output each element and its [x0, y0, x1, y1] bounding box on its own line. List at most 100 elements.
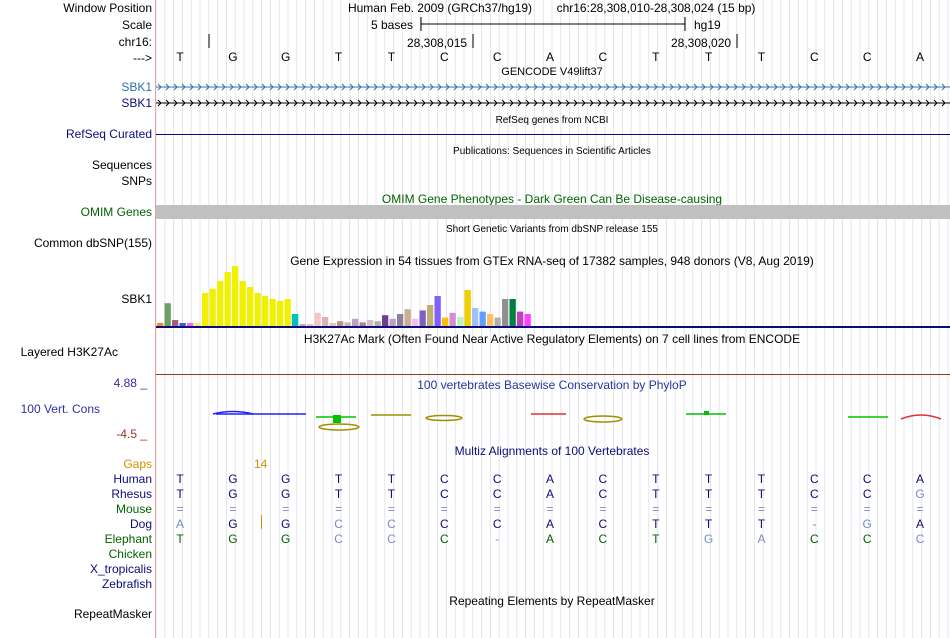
gtex-bar — [239, 281, 246, 326]
strand-arrow — [277, 83, 282, 91]
label-dbsnp[interactable]: Common dbSNP(155) — [33, 236, 152, 250]
track-title-gencode: GENCODE V49lift37 — [501, 66, 603, 78]
strand-arrow — [533, 99, 538, 107]
gencode-transcripts[interactable] — [156, 80, 950, 110]
strand-arrow — [333, 99, 338, 107]
strand-arrow — [197, 99, 202, 107]
strand-arrow — [877, 99, 882, 107]
gtex-bar — [494, 317, 501, 326]
strand-arrow — [213, 99, 218, 107]
strand-arrow — [501, 99, 506, 107]
strand-arrow — [661, 83, 666, 91]
alignment-base: T — [176, 532, 184, 546]
alignment-base: T — [757, 517, 766, 531]
alignment-base: C — [809, 487, 819, 501]
strand-arrow — [837, 99, 842, 107]
strand-arrow — [493, 83, 498, 91]
track-title-dbsnp: Short Genetic Variants from dbSNP releas… — [446, 224, 658, 235]
gtex-bar — [352, 318, 359, 326]
label-repeatmasker[interactable]: RepeatMasker — [73, 607, 152, 621]
species-label[interactable]: Human — [113, 472, 152, 486]
strand-arrow — [565, 99, 570, 107]
strand-arrow — [205, 99, 210, 107]
species-label[interactable]: Mouse — [115, 502, 152, 516]
track-title-refseq: RefSeq genes from NCBI — [495, 115, 609, 126]
label-omim[interactable]: OMIM Genes — [80, 205, 152, 219]
strand-arrow — [821, 83, 826, 91]
omim-bar[interactable] — [156, 205, 950, 219]
strand-arrow — [757, 99, 762, 107]
strand-arrow — [581, 83, 586, 91]
label-snps[interactable]: SNPs — [121, 174, 152, 188]
gtex-bar — [179, 323, 186, 326]
label-sbk1-gencode-1[interactable]: SBK1 — [121, 80, 152, 94]
alignment-base: A — [546, 472, 555, 486]
label-phylop-max: 4.88 _ — [113, 376, 147, 390]
strand-arrow — [605, 99, 610, 107]
species-label[interactable]: Chicken — [108, 547, 152, 561]
strand-arrow — [477, 99, 482, 107]
strand-arrow — [741, 83, 746, 91]
label-gaps: Gaps — [123, 457, 152, 471]
label-h3k27ac[interactable]: Layered H3K27Ac — [20, 345, 118, 359]
h3k27ac-baseline — [156, 374, 950, 375]
alignment-base: C — [598, 487, 608, 501]
phylop-chart[interactable] — [156, 405, 950, 435]
ref-base: G — [228, 50, 238, 64]
strand-arrow — [413, 99, 418, 107]
gtex-bar — [292, 314, 299, 326]
alignment-base: G — [228, 487, 238, 501]
gtex-bar — [457, 317, 464, 326]
gtex-bar — [322, 317, 329, 326]
alignment-base: C — [862, 487, 872, 501]
strand-arrow — [917, 99, 922, 107]
ref-base: A — [916, 50, 925, 64]
label-sequences[interactable]: Sequences — [91, 158, 152, 172]
strand-arrow — [845, 83, 850, 91]
gtex-bar — [427, 305, 434, 326]
alignment-base: C — [809, 472, 819, 486]
strand-arrow — [261, 99, 266, 107]
strand-arrow — [245, 83, 250, 91]
alignment-base: C — [809, 532, 819, 546]
strand-arrow — [741, 99, 746, 107]
species-label[interactable]: Elephant — [104, 532, 152, 546]
strand-arrow — [533, 83, 538, 91]
alignment-base: G — [228, 532, 238, 546]
alignment-base: G — [228, 472, 238, 486]
strand-arrow — [445, 99, 450, 107]
alignment-base: T — [704, 472, 713, 486]
strand-arrow — [765, 83, 770, 91]
track-title-publications: Publications: Sequences in Scientific Ar… — [453, 146, 651, 157]
gtex-bar — [397, 314, 404, 326]
species-label[interactable]: Zebrafish — [101, 577, 152, 591]
strand-arrow — [613, 83, 618, 91]
species-label[interactable]: X_tropicalis — [89, 562, 152, 576]
alignment-base: = — [229, 502, 237, 516]
label-sbk1-gencode-2[interactable]: SBK1 — [121, 96, 152, 110]
gtex-chart[interactable] — [156, 264, 950, 330]
strand-arrow — [773, 99, 778, 107]
alignment-base: A — [546, 532, 555, 546]
strand-arrow — [629, 99, 634, 107]
alignment-base: C — [598, 472, 608, 486]
strand-arrow — [293, 99, 298, 107]
strand-arrow — [725, 83, 730, 91]
species-label[interactable]: Rhesus — [111, 487, 152, 501]
gtex-bar — [374, 321, 381, 326]
ref-base: C — [862, 50, 872, 64]
alignment-base: = — [757, 502, 765, 516]
strand-arrow — [549, 83, 554, 91]
strand-arrow — [901, 99, 906, 107]
label-vert-cons[interactable]: 100 Vert. Cons — [20, 402, 100, 416]
label-sbk1-gtex[interactable]: SBK1 — [121, 292, 152, 306]
ruler — [208, 17, 738, 48]
species-label[interactable]: Dog — [129, 517, 152, 531]
gtex-bar — [164, 303, 171, 326]
strand-arrow — [517, 99, 522, 107]
gtex-bar — [442, 317, 449, 326]
strand-arrow — [549, 99, 554, 107]
strand-arrow — [453, 99, 458, 107]
track-title-gtex: Gene Expression in 54 tissues from GTEx … — [290, 254, 814, 268]
label-refseq[interactable]: RefSeq Curated — [65, 127, 152, 141]
